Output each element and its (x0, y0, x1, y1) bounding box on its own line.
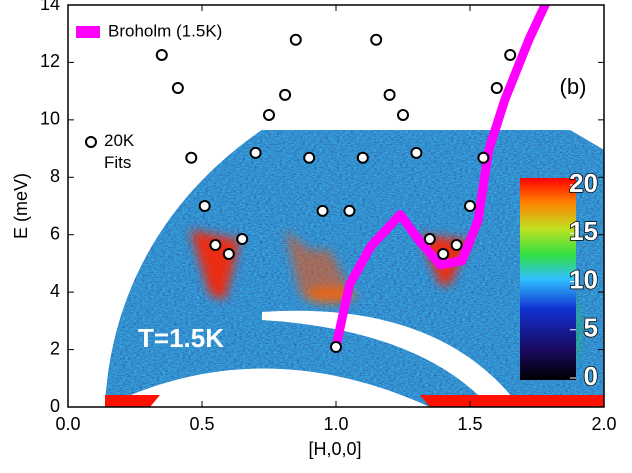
y-axis-label: E (meV) (11, 173, 31, 239)
fit-point (383, 88, 396, 101)
fit-point (464, 200, 476, 212)
fit-point (504, 48, 517, 61)
fit-point (490, 81, 503, 94)
fit-point (185, 151, 198, 164)
panel-label: (b) (560, 74, 587, 99)
legend-entry: 20K Fits (104, 131, 135, 172)
fit-point (289, 33, 302, 46)
y-tick-label: 14 (40, 0, 60, 14)
colorbar-tick-label: 20 (569, 168, 598, 198)
fit-point (236, 233, 249, 246)
fit-point (279, 88, 292, 101)
x-tick-label: 1.0 (323, 414, 348, 434)
y-tick-label: 4 (50, 281, 60, 301)
fit-point (155, 48, 168, 61)
fit-point (410, 146, 423, 159)
fit-point (356, 151, 369, 164)
legend-marker (85, 136, 97, 148)
fit-point (477, 151, 490, 164)
x-tick-label: 0.5 (189, 414, 214, 434)
fit-point (397, 108, 409, 121)
fit-point (330, 340, 342, 353)
fit-point (370, 33, 383, 46)
x-tick-label: 0.0 (55, 414, 80, 434)
legend-entry: Broholm (1.5K) (108, 21, 222, 40)
x-tick-label: 2.0 (591, 414, 616, 434)
fit-point (263, 108, 275, 121)
y-tick-label: 12 (40, 51, 60, 71)
data-layer (155, 5, 550, 353)
fit-point (316, 204, 329, 217)
fit-point (222, 247, 235, 260)
fit-point (343, 204, 356, 217)
fit-point (437, 247, 450, 260)
fit-point (249, 146, 262, 159)
fit-point (171, 81, 184, 94)
fit-point (450, 239, 463, 252)
x-axis-label: [H,0,0] (308, 439, 361, 459)
fit-point (209, 239, 222, 252)
colorbar-tick-label: 15 (569, 216, 598, 246)
x-tick-label: 1.5 (457, 414, 482, 434)
fit-point (198, 200, 211, 212)
colorbar-tick-label: 10 (569, 264, 598, 294)
fit-point (423, 233, 436, 246)
y-tick-label: 8 (50, 166, 60, 186)
y-tick-label: 0 (50, 396, 60, 416)
colorbar-tick-label: 0 (584, 361, 598, 391)
y-tick-label: 10 (40, 109, 60, 129)
temperature-label: T=1.5K (138, 323, 224, 353)
colorbar (520, 178, 576, 380)
y-tick-label: 2 (50, 338, 60, 358)
y-tick-label: 6 (50, 223, 60, 243)
fit-point (303, 151, 316, 164)
legend-swatch (76, 26, 100, 38)
broholm-line (331, 5, 550, 352)
colorbar-tick-label: 5 (584, 313, 598, 343)
